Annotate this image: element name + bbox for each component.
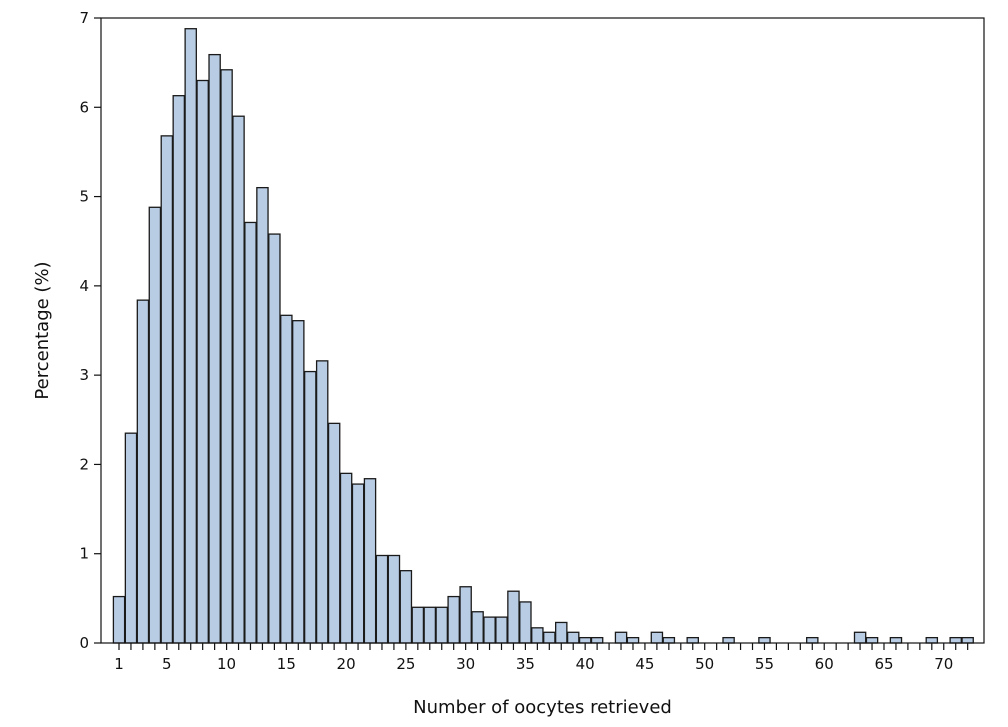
histogram-bar — [566, 631, 580, 644]
y-tick-label: 7 — [79, 9, 89, 27]
y-tick-label: 6 — [79, 98, 89, 116]
histogram-bar — [327, 422, 341, 644]
x-tick-label: 70 — [934, 655, 953, 673]
histogram-bar — [662, 636, 676, 644]
histogram-bar — [806, 636, 819, 644]
histogram-bar — [280, 314, 293, 644]
histogram-bar — [471, 611, 484, 644]
histogram-bar — [268, 233, 281, 644]
x-tick-label: 25 — [396, 655, 415, 673]
histogram-bar — [531, 627, 544, 644]
x-tick-label: 50 — [695, 655, 714, 673]
histogram-bar — [758, 636, 771, 644]
histogram-bar — [220, 69, 233, 644]
x-tick-label: 1 — [114, 655, 124, 673]
y-tick-label: 4 — [79, 277, 89, 295]
x-tick-label: 45 — [635, 655, 654, 673]
plot-frame — [100, 17, 985, 644]
histogram-bar — [889, 636, 903, 644]
histogram-bar — [447, 595, 460, 644]
histogram-bar — [961, 636, 974, 644]
histogram-bar — [208, 53, 221, 644]
histogram-bar — [686, 636, 699, 644]
ticks-layer — [94, 17, 969, 650]
x-tick-label: 55 — [755, 655, 774, 673]
y-tick-label: 3 — [79, 366, 89, 384]
x-tick-label: 30 — [456, 655, 475, 673]
x-tick-label: 15 — [277, 655, 296, 673]
histogram-bar — [292, 320, 305, 644]
histogram-bar — [435, 606, 448, 644]
histogram-bar — [387, 554, 401, 644]
histogram-bar — [339, 472, 353, 644]
histogram-bar — [244, 221, 257, 644]
histogram-bar — [315, 360, 329, 644]
histogram-bar — [136, 299, 150, 644]
histogram-bar — [184, 28, 197, 644]
histogram-bar — [626, 636, 640, 644]
histogram-bar — [483, 616, 496, 644]
histogram-bar — [578, 636, 592, 644]
histogram-bar — [399, 570, 413, 644]
histogram-bar — [232, 115, 245, 644]
x-tick-label: 65 — [874, 655, 893, 673]
x-tick-label: 10 — [217, 655, 236, 673]
x-tick-label: 40 — [576, 655, 595, 673]
x-axis-title: Number of oocytes retrieved — [413, 697, 672, 718]
bars-layer — [112, 28, 974, 644]
y-tick-label: 0 — [79, 634, 89, 652]
histogram-bar — [423, 606, 437, 644]
histogram-bar — [650, 631, 664, 644]
histogram-bar — [543, 631, 556, 644]
histogram-bar — [256, 186, 269, 644]
histogram-bar — [351, 483, 365, 644]
x-tick-label: 60 — [815, 655, 834, 673]
y-axis-title: Percentage (%) — [32, 261, 53, 399]
histogram-bar — [363, 478, 377, 644]
histogram-bar — [495, 616, 508, 644]
histogram-bar — [459, 586, 472, 644]
histogram-bar — [722, 636, 735, 644]
histogram-bar — [148, 206, 162, 644]
histogram-bar — [112, 595, 126, 644]
histogram-bar — [303, 370, 317, 644]
histogram-bar — [375, 554, 389, 644]
histogram-bar — [614, 631, 628, 644]
histogram-bar — [196, 79, 209, 644]
histogram-bar — [925, 636, 939, 644]
x-tick-label: 5 — [162, 655, 172, 673]
histogram-bar — [172, 95, 186, 644]
histogram-bar — [507, 590, 520, 644]
y-tick-label: 5 — [79, 188, 89, 206]
y-tick-label: 2 — [79, 455, 89, 473]
histogram-bar — [853, 631, 867, 644]
y-tick-label: 1 — [79, 545, 89, 563]
x-tick-label: 35 — [516, 655, 535, 673]
x-tick-label: 20 — [337, 655, 356, 673]
histogram-bar — [865, 636, 879, 644]
histogram-bar — [160, 135, 174, 644]
histogram-bar — [590, 636, 604, 644]
histogram-bar — [519, 601, 532, 644]
histogram-bar — [124, 432, 138, 644]
histogram-bar — [555, 621, 568, 644]
histogram-bar — [411, 606, 425, 644]
histogram-bar — [949, 636, 962, 644]
